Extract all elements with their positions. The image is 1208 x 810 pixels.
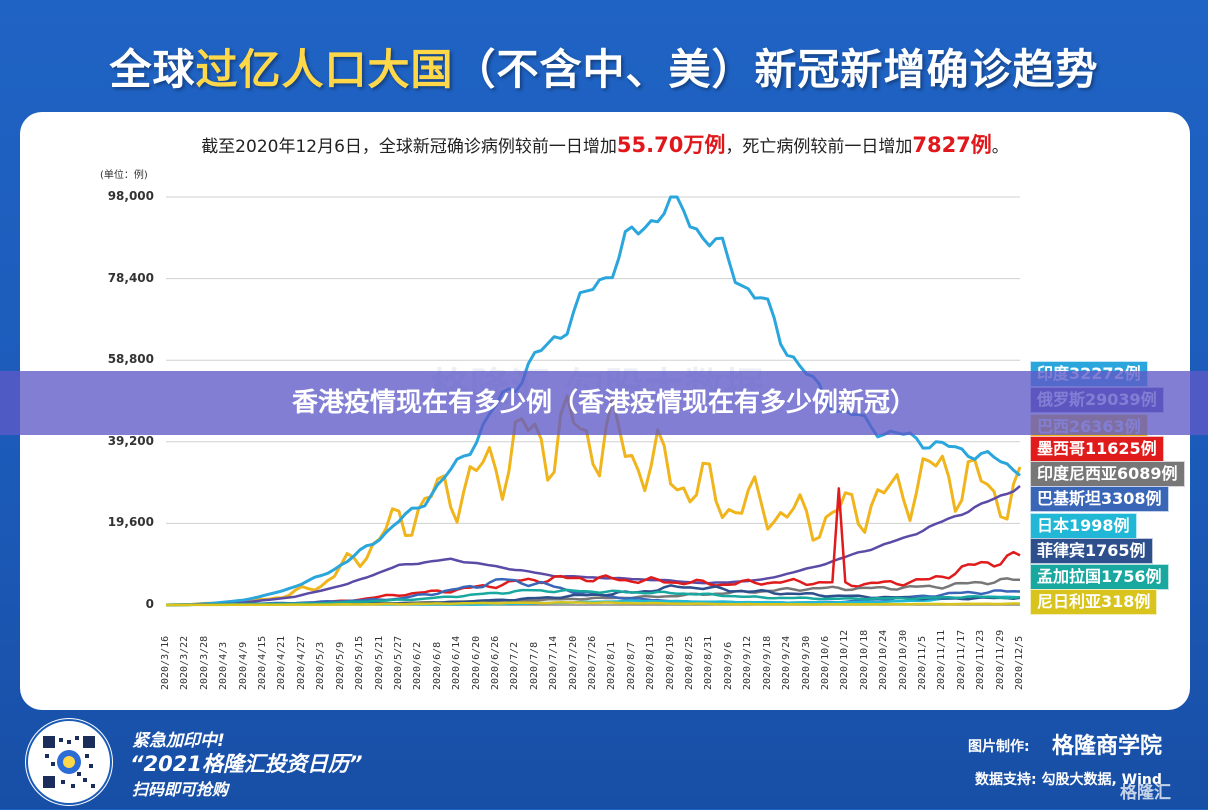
x-tick-label: 2020/11/17 (955, 629, 967, 690)
y-tick-label: 78,400 (107, 270, 154, 285)
brand-logo-text: 格隆商学院 (1052, 734, 1163, 759)
x-tick-label: 2020/12/5 (1014, 635, 1025, 690)
overlay-banner: 香港疫情现在有多少例（香港疫情现在有多少例新冠） (0, 371, 1208, 435)
x-tick-label: 2020/6/26 (489, 635, 501, 690)
series-line-印度 (165, 195, 1021, 607)
x-tick-label: 2020/8/7 (625, 641, 637, 690)
footer-scan-hint: 扫码即可抢购 (132, 780, 229, 799)
subtitle-pre: 截至2020年12月6日，全球新冠确诊病例较前一日增加 (201, 137, 617, 157)
x-tick-label: 2020/8/1 (606, 641, 618, 690)
credit-data-source: 数据支持: 勾股大数据, Wind (975, 772, 1162, 788)
legend-item-印度尼西亚: 印度尼西亚6089例 (1030, 461, 1185, 487)
x-tick-label: 2020/10/12 (839, 629, 851, 690)
y-tick-label: 98,000 (107, 189, 154, 203)
x-tick-label: 2020/7/26 (587, 635, 598, 690)
legend-item-日本: 日本1998例 (1030, 513, 1137, 539)
subtitle-post: 。 (991, 137, 1009, 157)
x-tick-label: 2020/9/30 (800, 635, 812, 690)
x-tick-label: 2020/5/3 (315, 641, 327, 690)
x-tick-label: 2020/3/16 (160, 635, 171, 690)
title-part-2: （不含中、美）新冠新增确诊趋势 (453, 45, 1099, 94)
corner-watermark: 格隆汇 (1120, 783, 1171, 803)
x-tick-label: 2020/10/24 (878, 629, 890, 690)
series-line-俄罗斯 (165, 485, 1021, 607)
subtitle-cases: 55.70万例 (616, 133, 726, 157)
credit-made-by: 图片制作: (968, 739, 1030, 755)
x-tick-label: 2020/4/9 (237, 641, 249, 690)
qr-code[interactable] (25, 718, 113, 806)
y-tick-label: 19,600 (107, 515, 154, 530)
x-tick-label: 2020/11/29 (994, 629, 1006, 690)
x-tick-label: 2020/8/25 (684, 635, 696, 690)
page-title: 全球过亿人口大国（不含中、美）新冠新增确诊趋势 (0, 36, 1208, 97)
x-tick-label: 2020/3/28 (198, 635, 210, 690)
x-tick-label: 2020/10/30 (897, 629, 909, 690)
x-tick-label: 2020/7/2 (509, 641, 521, 690)
y-tick-label: 58,800 (107, 352, 154, 367)
header: 全球过亿人口大国（不含中、美）新冠新增确诊趋势 (0, 0, 1208, 110)
footer-notice: 紧急加印中! (132, 731, 225, 751)
x-tick-label: 2020/6/2 (412, 641, 424, 690)
x-tick-label: 2020/8/31 (703, 635, 715, 690)
legend-item-巴基斯坦: 巴基斯坦3308例 (1030, 486, 1169, 512)
x-tick-label: 2020/8/19 (664, 635, 676, 690)
x-tick-label: 2020/8/13 (645, 635, 657, 690)
x-tick-label: 2020/7/8 (528, 641, 540, 690)
subtitle-mid: ，死亡病例较前一日增加 (725, 137, 913, 157)
x-tick-label: 2020/10/6 (819, 635, 831, 690)
x-tick-label: 2020/7/20 (567, 635, 579, 690)
subtitle-deaths: 7827例 (912, 133, 992, 157)
line-chart (165, 195, 1022, 607)
x-tick-label: 2020/11/23 (975, 629, 987, 690)
qr-code-icon (26, 719, 112, 805)
x-tick-label: 2020/4/21 (276, 635, 288, 690)
unit-label: (单位：例) (100, 170, 148, 181)
footer-calendar-title: “2021格隆汇投资日历” (130, 752, 363, 776)
x-tick-label: 2020/4/3 (218, 641, 230, 690)
series-line-孟加拉国 (165, 588, 1021, 607)
x-tick-label: 2020/9/24 (781, 635, 793, 690)
legend-item-孟加拉国: 孟加拉国1756例 (1030, 564, 1169, 590)
x-tick-label: 2020/4/15 (257, 635, 269, 690)
x-tick-label: 2020/4/27 (295, 635, 307, 690)
y-tick-label: 39,200 (107, 433, 154, 448)
x-tick-label: 2020/6/20 (470, 635, 482, 690)
x-tick-label: 2020/6/14 (451, 635, 463, 690)
legend-item-尼日利亚: 尼日利亚318例 (1030, 589, 1158, 615)
x-tick-label: 2020/5/9 (334, 641, 346, 690)
series-line-巴西 (165, 394, 1022, 607)
title-part-1: 全球 (109, 45, 196, 94)
y-tick-label: 0 (145, 597, 154, 611)
x-tick-label: 2020/7/14 (548, 635, 560, 690)
x-tick-label: 2020/11/5 (916, 635, 928, 690)
legend-item-菲律宾: 菲律宾1765例 (1030, 538, 1153, 564)
x-tick-label: 2020/9/18 (761, 635, 773, 690)
title-highlight: 过亿人口大国 (195, 45, 454, 94)
x-tick-label: 2020/5/15 (354, 635, 366, 690)
series-line-尼日利亚 (166, 600, 1021, 607)
chart-subtitle: 截至2020年12月6日，全球新冠确诊病例较前一日增加55.70万例，死亡病例较… (20, 129, 1190, 159)
x-tick-label: 2020/10/18 (858, 629, 870, 690)
x-tick-label: 2020/9/12 (742, 635, 754, 690)
x-tick-label: 2020/6/8 (431, 641, 443, 690)
x-tick-label: 2020/5/21 (373, 635, 385, 690)
x-tick-label: 2020/3/22 (179, 635, 191, 690)
x-tick-label: 2020/11/11 (936, 629, 948, 690)
overlay-title: 香港疫情现在有多少例（香港疫情现在有多少例新冠） (291, 388, 916, 418)
x-tick-label: 2020/5/27 (392, 635, 404, 690)
x-tick-label: 2020/9/6 (722, 641, 734, 690)
legend-item-墨西哥: 墨西哥11625例 (1030, 436, 1164, 462)
